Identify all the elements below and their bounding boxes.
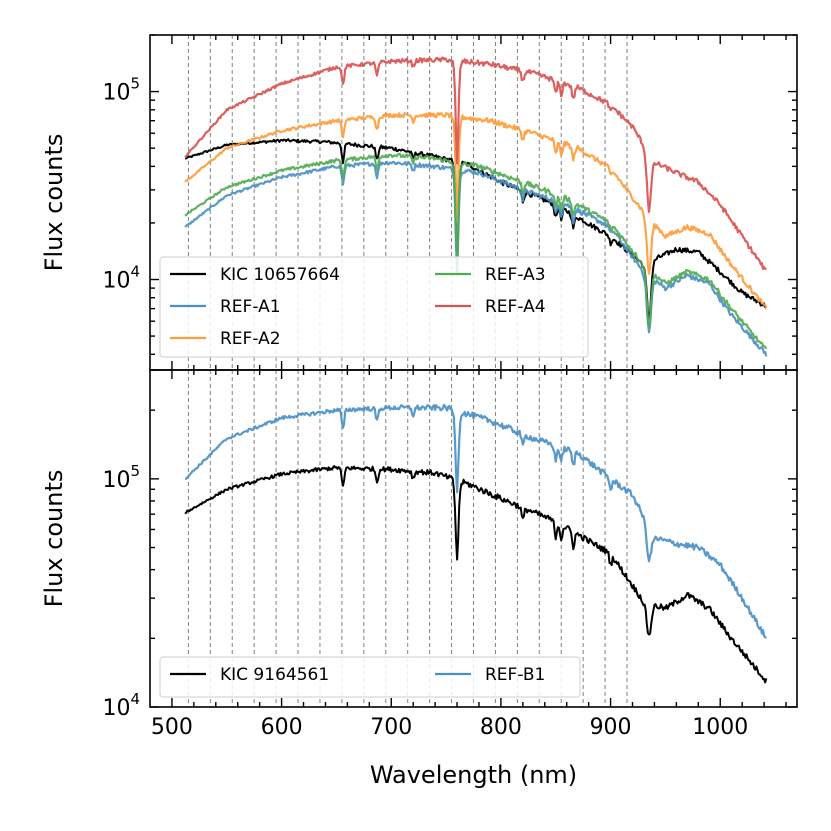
- tick-base: 10: [102, 81, 130, 106]
- series-line-kic-9164561: [184, 465, 768, 684]
- tick-base: 10: [102, 269, 130, 294]
- legend-label-ref-a2: REF-A2: [220, 329, 281, 349]
- legend-label-ref-a4: REF-A4: [485, 297, 546, 317]
- tick-exponent: 4: [130, 263, 140, 281]
- tick-base: 10: [102, 468, 130, 493]
- tick-exponent: 5: [130, 462, 140, 480]
- tick-base: 10: [102, 696, 130, 721]
- top-legend-box: [159, 256, 589, 358]
- legend-label-ref-a1: REF-A1: [220, 297, 281, 317]
- bottom-axes-frame: [149, 369, 798, 708]
- series-line-ref-a3: [184, 152, 768, 350]
- top-y-tick-label-10000: 104: [102, 263, 140, 294]
- bottom-series: [184, 403, 768, 684]
- legend-label-ref-b1: REF-B1: [485, 665, 545, 685]
- x-tick-label-600: 600: [261, 715, 303, 740]
- bottom-y-tick-label-100000: 105: [102, 462, 140, 493]
- top-series: [184, 56, 768, 357]
- legend-label-kic-10657664: KIC 10657664: [220, 265, 340, 285]
- series-line-kic-10657664: [184, 138, 767, 320]
- series-line-ref-b1: [184, 403, 767, 639]
- tick-exponent: 5: [130, 75, 140, 93]
- x-tick-label-800: 800: [480, 715, 522, 740]
- x-tick-label-1000: 1000: [692, 715, 748, 740]
- top-y-axis-label: Flux counts: [40, 134, 68, 272]
- bottom-y-axis-label: Flux counts: [40, 470, 68, 608]
- series-line-ref-a4: [184, 56, 767, 271]
- top-ticks: [150, 34, 797, 370]
- legend-label-kic-9164561: KIC 9164561: [220, 665, 329, 685]
- tick-exponent: 4: [130, 690, 140, 708]
- x-tick-label-900: 900: [590, 715, 632, 740]
- bottom-legend-box: [159, 656, 581, 698]
- series-line-ref-a1: [184, 160, 768, 357]
- bottom-legend: KIC 9164561 REF-B1: [159, 656, 581, 698]
- bottom-y-tick-label-10000: 104: [102, 690, 140, 721]
- x-axis-label: Wavelength (nm): [370, 761, 577, 789]
- x-tick-label-500: 500: [151, 715, 193, 740]
- x-tick-label-700: 700: [370, 715, 412, 740]
- bottom-x-tick-labels: 500 600 700 800 900 1000: [151, 715, 748, 740]
- top-legend: KIC 10657664 REF-A1 REF-A2 REF-A3 REF-A4: [159, 256, 589, 358]
- legend-label-ref-a3: REF-A3: [485, 265, 546, 285]
- bottom-ticks: [150, 369, 797, 708]
- bottom-vlines: [187, 370, 628, 707]
- series-line-ref-a2: [184, 111, 768, 309]
- top-y-tick-label-100000: 105: [102, 75, 140, 106]
